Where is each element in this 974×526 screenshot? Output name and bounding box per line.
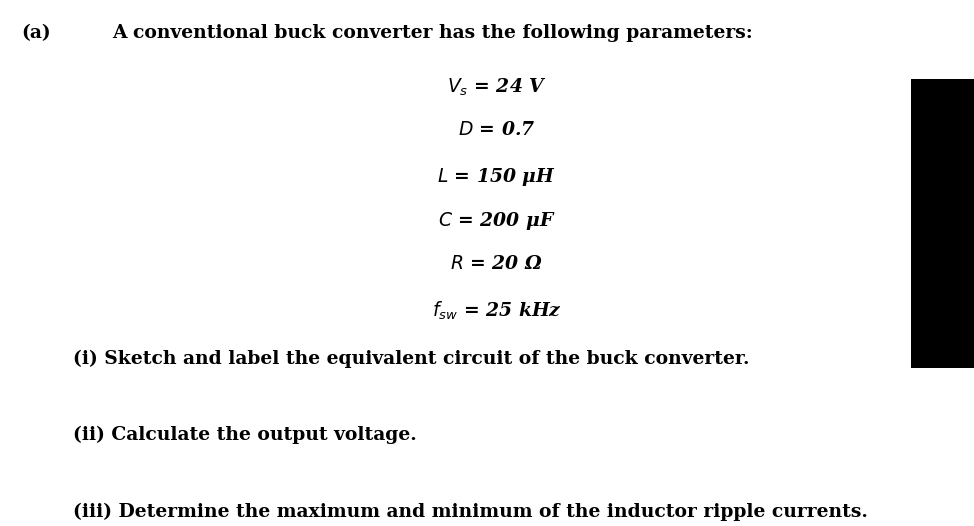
Text: $D$ = 0.7: $D$ = 0.7: [458, 121, 536, 139]
Text: (i) Sketch and label the equivalent circuit of the buck converter.: (i) Sketch and label the equivalent circ…: [73, 350, 750, 368]
Text: (ii) Calculate the output voltage.: (ii) Calculate the output voltage.: [73, 426, 417, 444]
Bar: [911, 79, 974, 368]
Text: (a): (a): [21, 24, 51, 42]
Text: $L$ = 150 μH: $L$ = 150 μH: [437, 166, 556, 188]
Text: $C$ = 200 μF: $C$ = 200 μF: [438, 210, 555, 232]
Text: $f_{sw}$ = 25 kHz: $f_{sw}$ = 25 kHz: [431, 300, 562, 322]
Text: $V_s$ = 24 V: $V_s$ = 24 V: [447, 76, 546, 97]
Text: A conventional buck converter has the following parameters:: A conventional buck converter has the fo…: [112, 24, 753, 42]
Text: (iii) Determine the maximum and minimum of the inductor ripple currents.: (iii) Determine the maximum and minimum …: [73, 502, 868, 521]
Text: $R$ = 20 Ω: $R$ = 20 Ω: [450, 255, 543, 273]
